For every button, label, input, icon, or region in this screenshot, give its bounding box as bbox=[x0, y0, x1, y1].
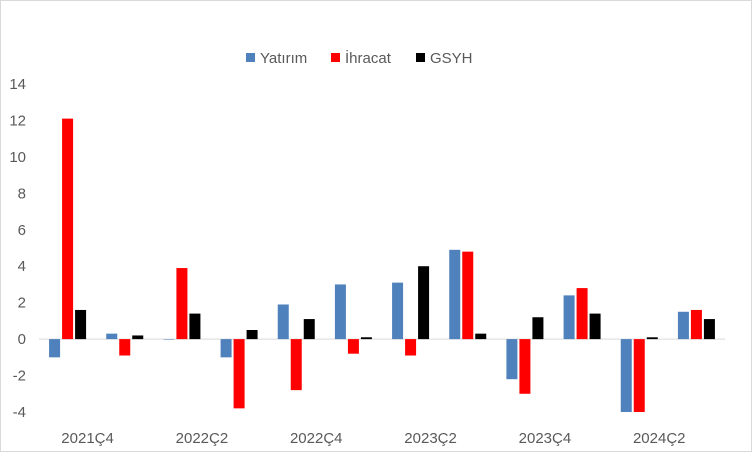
bar-series1-10 bbox=[620, 339, 632, 412]
y-tick-label: -4 bbox=[13, 404, 26, 421]
bar-series2-10 bbox=[633, 339, 645, 412]
legend-swatch-2 bbox=[331, 53, 340, 62]
bar-series2-9 bbox=[576, 288, 588, 340]
bar-series3-3 bbox=[246, 330, 258, 340]
bar-series3-0 bbox=[75, 309, 87, 340]
legend-label-1: Yatırım bbox=[260, 50, 307, 67]
x-tick-label: 2021Ç4 bbox=[61, 430, 114, 447]
bar-series2-4 bbox=[290, 339, 302, 391]
x-axis: 2021Ç4 2022Ç2 2022Ç4 2023Ç2 2023Ç4 2024Ç2 bbox=[61, 430, 685, 447]
bar-series3-7 bbox=[475, 333, 487, 340]
y-tick-label: 0 bbox=[18, 331, 26, 348]
legend-swatch-1 bbox=[246, 53, 255, 62]
bar-series1-4 bbox=[277, 304, 289, 340]
y-axis: -4 -2 0 2 4 6 8 10 12 14 bbox=[9, 76, 725, 421]
y-tick-label: 14 bbox=[9, 76, 26, 93]
bar-series2-3 bbox=[233, 339, 245, 409]
bar-series2-8 bbox=[519, 339, 531, 394]
bars bbox=[49, 118, 715, 412]
legend-label-2: İhracat bbox=[345, 49, 392, 67]
bar-series2-11 bbox=[690, 309, 702, 340]
x-tick-label: 2022Ç2 bbox=[176, 430, 229, 447]
bar-series3-1 bbox=[132, 335, 144, 340]
bar-series3-2 bbox=[189, 313, 201, 340]
bar-series3-10 bbox=[646, 337, 658, 340]
bar-series2-0 bbox=[62, 118, 74, 340]
bar-series1-9 bbox=[563, 295, 575, 340]
bar-series2-7 bbox=[462, 251, 474, 340]
x-tick-label: 2024Ç2 bbox=[633, 430, 686, 447]
y-tick-label: 10 bbox=[9, 149, 26, 166]
x-tick-label: 2022Ç4 bbox=[290, 430, 343, 447]
x-tick-label: 2023Ç2 bbox=[404, 430, 457, 447]
bar-series2-1 bbox=[119, 339, 131, 356]
bar-series3-6 bbox=[418, 266, 430, 340]
bar-series1-5 bbox=[334, 284, 346, 340]
legend-label-3: GSYH bbox=[430, 50, 473, 67]
bar-series1-11 bbox=[677, 311, 689, 340]
y-tick-label: -2 bbox=[13, 368, 26, 385]
bar-series1-0 bbox=[49, 339, 61, 358]
bar-series3-4 bbox=[303, 319, 315, 340]
bar-series3-5 bbox=[360, 337, 372, 340]
y-tick-label: 2 bbox=[18, 295, 26, 312]
bar-series2-2 bbox=[176, 268, 188, 340]
bar-series2-6 bbox=[405, 339, 417, 356]
y-tick-label: 6 bbox=[18, 222, 26, 239]
legend-swatch-3 bbox=[416, 53, 425, 62]
bar-series3-11 bbox=[703, 319, 715, 340]
bar-series1-7 bbox=[449, 249, 461, 340]
bar-series1-8 bbox=[506, 339, 518, 380]
bar-series2-5 bbox=[347, 339, 359, 354]
x-tick-label: 2023Ç4 bbox=[519, 430, 572, 447]
bar-series3-9 bbox=[589, 313, 601, 340]
bar-series1-1 bbox=[106, 333, 118, 340]
y-tick-label: 8 bbox=[18, 185, 26, 202]
bar-series1-2 bbox=[163, 339, 175, 340]
legend: Yatırım İhracat GSYH bbox=[246, 49, 473, 67]
bar-series1-6 bbox=[392, 282, 404, 340]
bar-series3-8 bbox=[532, 317, 544, 340]
bar-series1-3 bbox=[220, 339, 232, 358]
y-tick-label: 4 bbox=[18, 258, 26, 275]
y-tick-label: 12 bbox=[9, 112, 26, 129]
